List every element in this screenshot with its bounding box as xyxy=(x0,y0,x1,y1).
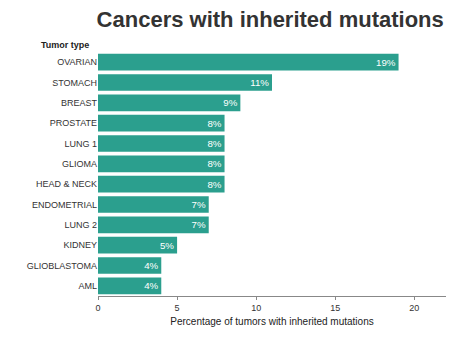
svg-text:5%: 5% xyxy=(160,240,174,251)
svg-text:Cancers with inherited mutatio: Cancers with inherited mutations xyxy=(97,7,444,32)
svg-text:GLIOBLASTOMA: GLIOBLASTOMA xyxy=(27,261,97,271)
svg-text:LUNG 2: LUNG 2 xyxy=(64,220,97,230)
svg-text:8%: 8% xyxy=(207,158,221,169)
svg-text:8%: 8% xyxy=(207,118,221,129)
svg-text:9%: 9% xyxy=(223,97,237,108)
svg-text:11%: 11% xyxy=(250,77,269,88)
svg-text:ENDOMETRIAL: ENDOMETRIAL xyxy=(32,200,97,210)
svg-text:STOMACH: STOMACH xyxy=(52,78,97,88)
svg-text:KIDNEY: KIDNEY xyxy=(63,240,97,250)
svg-text:19%: 19% xyxy=(376,57,396,68)
svg-text:0: 0 xyxy=(95,303,100,313)
svg-text:Percentage of tumors with inhe: Percentage of tumors with inherited muta… xyxy=(170,316,373,327)
svg-text:4%: 4% xyxy=(144,260,158,271)
svg-text:7%: 7% xyxy=(192,199,206,210)
svg-text:AML: AML xyxy=(78,281,97,291)
svg-text:20: 20 xyxy=(409,303,419,313)
svg-text:OVARIAN: OVARIAN xyxy=(57,57,97,67)
svg-text:10: 10 xyxy=(251,303,261,313)
svg-text:8%: 8% xyxy=(207,138,221,149)
svg-text:Tumor type: Tumor type xyxy=(41,40,89,50)
svg-text:GLIOMA: GLIOMA xyxy=(62,159,97,169)
svg-text:PROSTATE: PROSTATE xyxy=(50,118,97,128)
svg-text:HEAD & NECK: HEAD & NECK xyxy=(36,179,97,189)
svg-text:5: 5 xyxy=(175,303,180,313)
svg-text:15: 15 xyxy=(330,303,340,313)
svg-text:BREAST: BREAST xyxy=(61,98,98,108)
svg-text:8%: 8% xyxy=(207,179,221,190)
svg-text:7%: 7% xyxy=(192,219,206,230)
svg-text:LUNG 1: LUNG 1 xyxy=(64,139,97,149)
svg-text:4%: 4% xyxy=(144,280,158,291)
